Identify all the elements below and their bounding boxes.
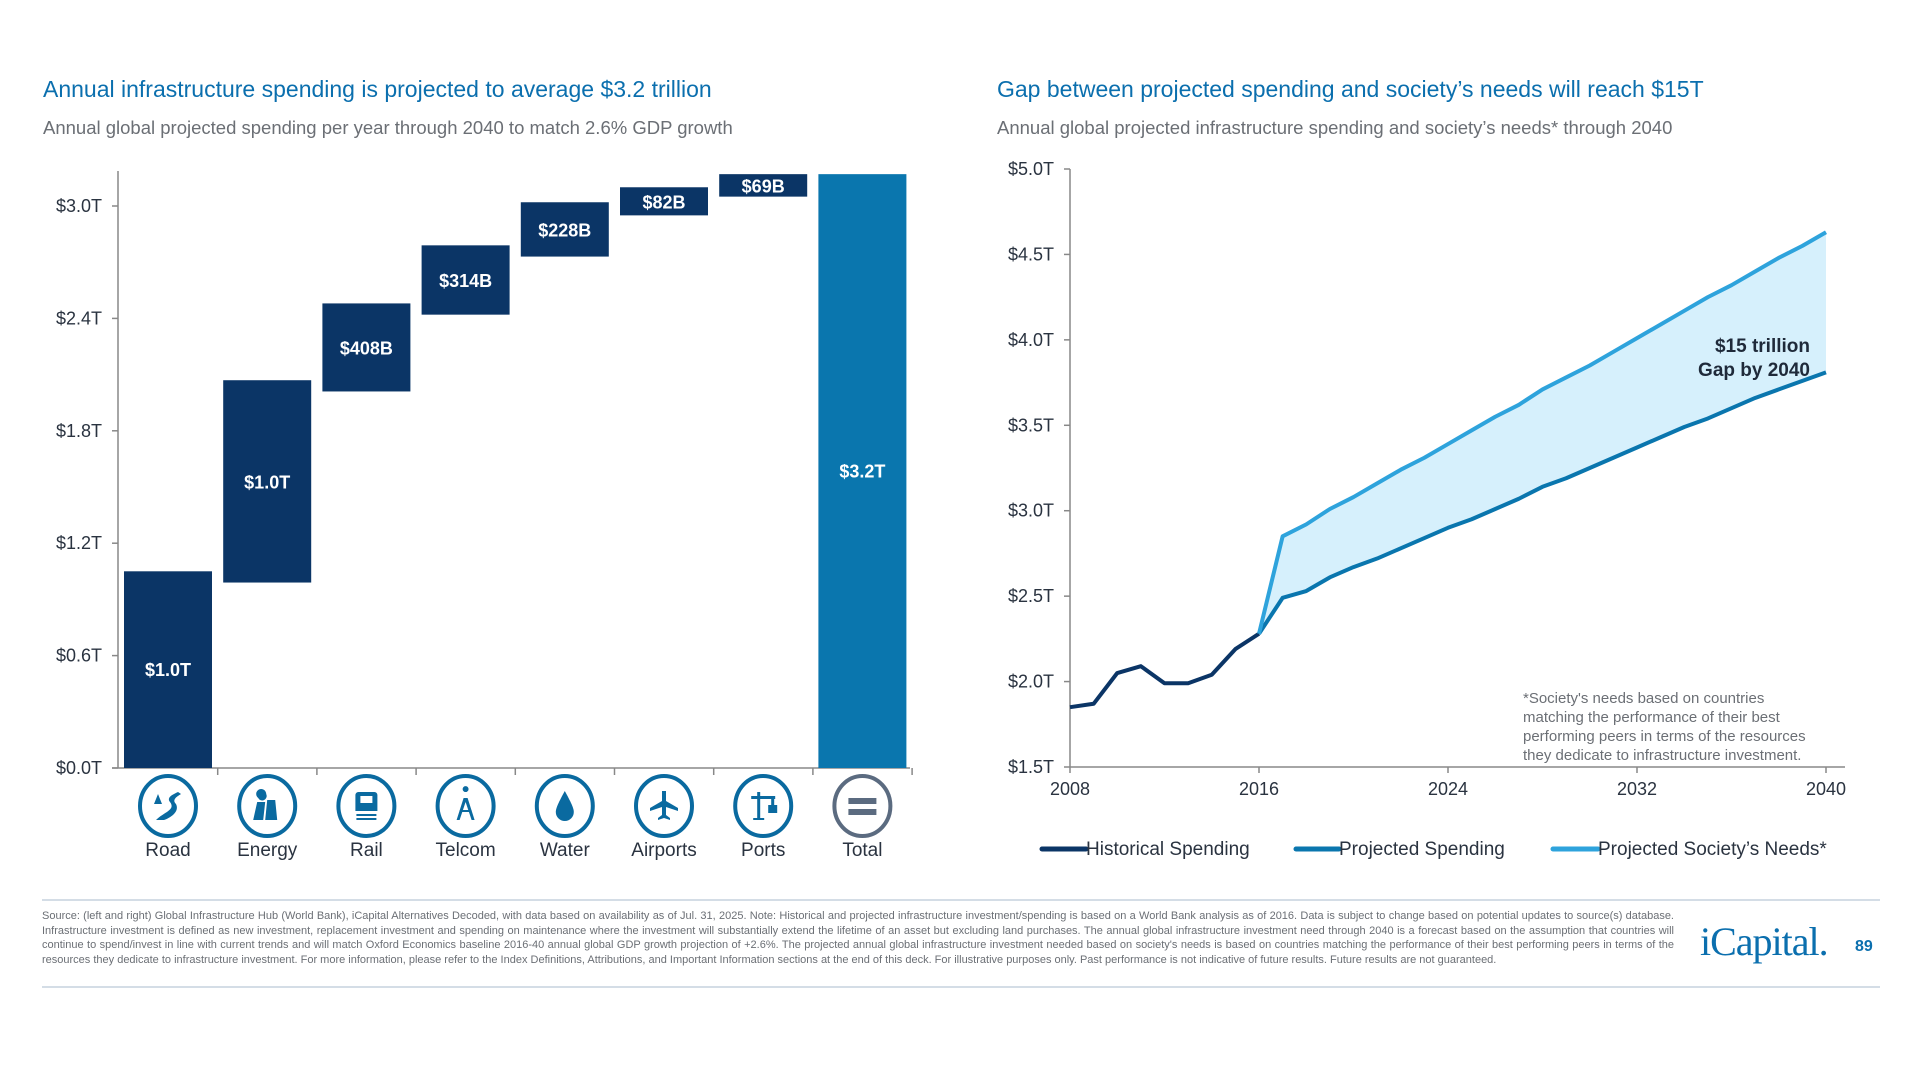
bar-value-label: $314B: [439, 271, 492, 291]
energy-plant-icon: [237, 774, 298, 838]
bar-value-label: $408B: [340, 338, 393, 358]
bar-value-label: $69B: [742, 176, 785, 196]
y-tick-label: $4.0T: [1008, 330, 1054, 350]
left-chart-title: Annual infrastructure spending is projec…: [43, 76, 712, 102]
charts-canvas: $0.0T $0.6T $1.2T $1.8T $2.4T $3.0T $1.0T Road $…: [56, 159, 1846, 861]
chart-footnote: *Society's needs based on countries: [1523, 690, 1764, 707]
road-icon: [138, 774, 198, 838]
page-number: 89: [1855, 938, 1873, 955]
legend-label: Projected Spending: [1339, 839, 1505, 860]
category-label: Water: [540, 840, 591, 861]
rail-icon: [336, 774, 397, 838]
bar-rail: [322, 303, 411, 392]
telecom-tower-icon: [435, 774, 496, 838]
icon-glyph: [650, 791, 678, 820]
y-tick-label: $3.5T: [1008, 415, 1054, 435]
footer-top-rule: [42, 899, 1880, 901]
category-label: Airports: [631, 840, 696, 861]
category-label: Ports: [741, 840, 785, 861]
legend-label: Historical Spending: [1086, 839, 1250, 860]
bar-value-label: $3.2T: [839, 462, 885, 482]
icapital-logo: iCapital.: [1700, 919, 1829, 964]
icon-glyph: [355, 792, 378, 820]
icon-glyph: [253, 789, 278, 820]
icon-ring: [435, 774, 496, 838]
y-tick-label: $3.0T: [56, 196, 102, 216]
series-line-1: [1257, 370, 1827, 635]
x-tick-label: 2016: [1239, 779, 1279, 799]
category-label: Road: [145, 840, 190, 861]
bar-telcom: [421, 245, 510, 315]
y-tick-label: $2.4T: [56, 308, 102, 328]
category-label: Telcom: [436, 840, 496, 861]
gap-annotation: Gap by 2040: [1698, 360, 1810, 381]
source-note: Source: (left and right) Global Infrastr…: [42, 910, 1674, 966]
series-line-2: [1257, 230, 1828, 635]
port-crane-icon: [733, 774, 794, 838]
y-tick-label: $5.0T: [1008, 159, 1054, 179]
gap-area: [1259, 232, 1826, 634]
legend-label: Projected Society’s Needs*: [1598, 839, 1827, 860]
y-tick-label: $2.0T: [1008, 672, 1054, 692]
y-tick-label: $1.2T: [56, 533, 102, 553]
category-label: Total: [842, 840, 882, 861]
icon-ring: [832, 774, 893, 838]
icon-glyph: [555, 791, 574, 821]
y-tick-label: $1.5T: [1008, 757, 1054, 777]
right-chart-subtitle: Annual global projected infrastructure s…: [997, 117, 1673, 138]
airplane-icon: [634, 774, 694, 838]
icon-glyph: [848, 798, 877, 815]
bar-value-label: $82B: [642, 192, 685, 212]
y-tick-label: $3.0T: [1008, 501, 1054, 521]
bar-water: [520, 202, 609, 257]
bar-value-label: $1.0T: [145, 660, 191, 680]
series-line-0: [1069, 632, 1261, 710]
chart-footnote: matching the performance of their best: [1523, 709, 1781, 726]
equals-icon: [832, 774, 893, 838]
icon-ring: [534, 774, 595, 838]
icon-glyph: [456, 786, 475, 820]
bar-airports: [620, 187, 708, 216]
y-tick-label: $2.5T: [1008, 586, 1054, 606]
bar-value-label: $228B: [538, 220, 591, 240]
waterfall-chart: $0.0T $0.6T $1.2T $1.8T $2.4T $3.0T $1.0T Road $…: [56, 171, 913, 861]
chart-footnote: performing peers in terms of the resourc…: [1523, 728, 1806, 745]
x-tick-label: 2024: [1428, 779, 1468, 799]
icon-ring: [634, 774, 694, 838]
bar-road: [124, 571, 212, 768]
category-label: Rail: [350, 840, 383, 861]
x-tick-label: 2032: [1617, 779, 1657, 799]
icon-ring: [237, 774, 298, 838]
icon-ring: [733, 774, 794, 838]
line-chart: $1.5T $2.0T $2.5T $3.0T $3.5T $4.0T $4.5T $5.0T…: [1008, 159, 1846, 860]
x-tick-label: 2008: [1050, 779, 1090, 799]
icon-ring: [138, 774, 198, 838]
footer-bottom-rule: [42, 986, 1880, 988]
icon-glyph: [154, 792, 181, 820]
bar-total: [818, 174, 907, 769]
category-label: Energy: [237, 840, 298, 861]
bar-value-label: $1.0T: [244, 472, 290, 492]
y-tick-label: $0.0T: [56, 758, 102, 778]
left-chart-subtitle: Annual global projected spending per yea…: [43, 117, 733, 138]
gap-annotation: $15 trillion: [1715, 336, 1810, 357]
water-drop-icon: [534, 774, 595, 838]
icon-ring: [336, 774, 397, 838]
y-tick-label: $0.6T: [56, 646, 102, 666]
right-chart-title: Gap between projected spending and socie…: [997, 76, 1704, 102]
bar-energy: [223, 380, 312, 583]
y-tick-label: $1.8T: [56, 421, 102, 441]
chart-footnote: they dedicate to infrastructure investme…: [1523, 747, 1801, 764]
icon-glyph: [751, 792, 778, 820]
x-tick-label: 2040: [1806, 779, 1846, 799]
bar-ports: [719, 174, 808, 197]
y-tick-label: $4.5T: [1008, 244, 1054, 264]
